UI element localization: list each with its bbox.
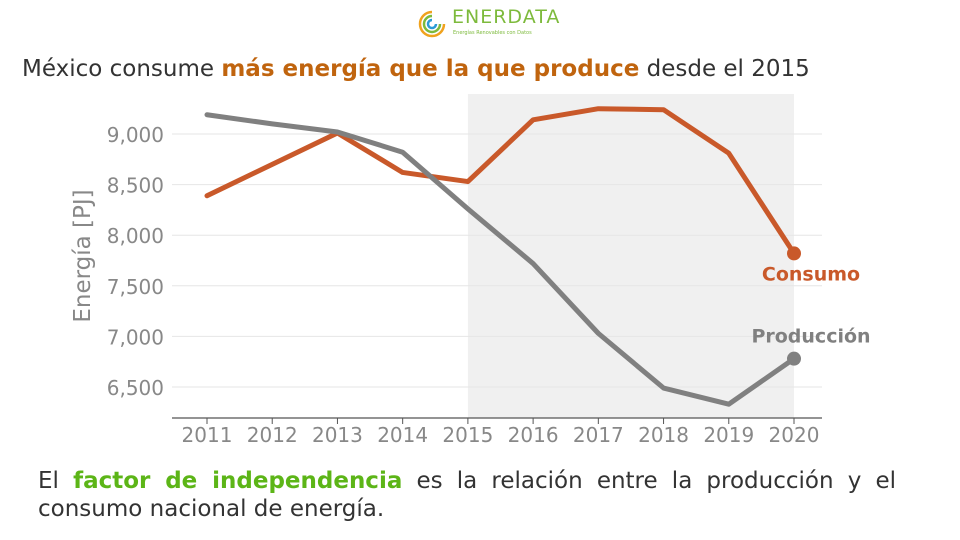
x-tick-label: 2013 — [312, 423, 363, 447]
footer-before: El — [38, 468, 74, 494]
shaded-region-layer — [467, 94, 794, 418]
x-tick-label: 2012 — [247, 423, 298, 447]
enerdata-logo: ENERDATA Energías Renovables con Datos — [416, 6, 559, 42]
x-tick-label: 2017 — [573, 423, 624, 447]
series-label: Consumo — [762, 263, 860, 285]
series-line-consumo — [204, 106, 797, 256]
y-tick-label: 8,000 — [107, 224, 164, 248]
x-tick-label: 2019 — [703, 423, 754, 447]
logo-name: ENERDATA — [452, 6, 561, 28]
shaded-region — [467, 94, 794, 418]
axis-layer: 6,500 7,000 7,500 8,000 8,500 9,000 2011 2012 20… — [70, 123, 822, 447]
y-tick-label: 9,000 — [107, 123, 164, 147]
series-endpoint — [787, 351, 801, 366]
y-tick-label: 8,500 — [107, 174, 164, 198]
title-before: México consume — [22, 56, 222, 82]
logo-tagline: Energías Renovables con Datos — [453, 30, 532, 36]
title-after: desde el 2015 — [639, 56, 810, 82]
y-tick-label: 7,000 — [107, 325, 164, 349]
footer-text: El factor de independencia es la relació… — [38, 467, 896, 523]
series-endpoint — [787, 246, 801, 261]
energy-line-chart: 6,500 7,000 7,500 8,000 8,500 9,000 2011 2012 20… — [70, 94, 871, 447]
footer-highlight: factor de independencia — [73, 468, 403, 494]
title-highlight: más energía que la que produce — [221, 56, 640, 82]
series-layer — [204, 106, 801, 407]
x-tick-label: 2014 — [377, 423, 428, 447]
x-tick-label: 2018 — [638, 423, 689, 447]
page-title: México consume más energía que la que pr… — [22, 56, 810, 82]
label-layer: Consumo Producción — [751, 263, 870, 347]
x-tick-label: 2011 — [182, 423, 233, 447]
logo-swirl-icon — [418, 10, 446, 38]
x-tick-label: 2016 — [508, 423, 559, 447]
x-tick-label: 2015 — [442, 423, 493, 447]
y-axis-label: Energía [PJ] — [70, 189, 96, 322]
x-tick-label: 2020 — [769, 423, 820, 447]
series-label: Producción — [751, 326, 870, 348]
y-tick-label: 6,500 — [107, 376, 164, 400]
footer-after: es la relación entre la producción y el … — [38, 468, 896, 522]
y-tick-label: 7,500 — [107, 275, 164, 299]
series-line-producción — [204, 112, 797, 407]
